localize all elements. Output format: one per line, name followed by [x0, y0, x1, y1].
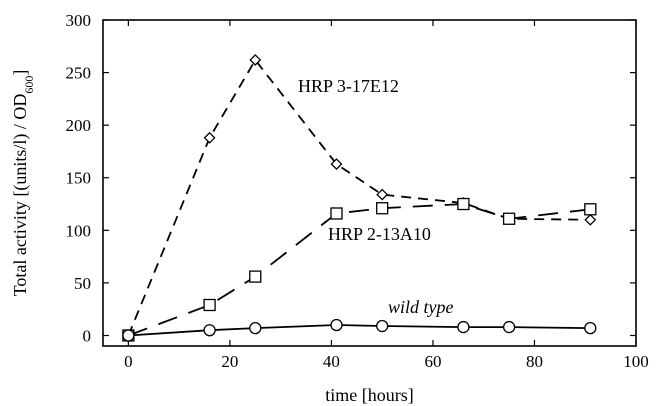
- y-tick-label: 150: [66, 169, 92, 188]
- x-tick-label: 0: [124, 352, 133, 371]
- series-line-0: [127, 58, 591, 336]
- data-point-square: [203, 298, 216, 312]
- series-layer: [122, 54, 597, 342]
- y-axis-title-main: Total activity [(units/l) / OD: [10, 94, 31, 297]
- y-tick-label: 250: [66, 64, 92, 83]
- data-point-circle: [203, 324, 216, 337]
- series-label-hrp-3-17e12: HRP 3-17E12: [298, 76, 399, 96]
- x-tick-label: 20: [221, 352, 238, 371]
- data-point-diamond: [584, 213, 597, 226]
- x-tick-label: 100: [623, 352, 649, 371]
- data-point-diamond: [330, 158, 343, 170]
- data-point-square: [376, 202, 389, 215]
- y-tick-label: 200: [66, 116, 92, 135]
- x-tick-label: 40: [323, 352, 340, 371]
- data-point-circle: [457, 320, 470, 334]
- data-point-diamond: [376, 188, 389, 201]
- data-point-circle: [376, 319, 389, 333]
- y-tick-label: 0: [83, 326, 92, 345]
- data-point-square: [584, 203, 597, 216]
- series-line-1: [128, 203, 591, 337]
- y-axis-title: Total activity [(units/l) / OD600]: [10, 70, 36, 297]
- data-point-circle: [249, 321, 262, 335]
- data-point-circle: [502, 320, 516, 334]
- series-line-2: [128, 324, 591, 337]
- data-point-circle: [122, 329, 135, 342]
- plot-frame: [102, 19, 637, 347]
- axis-ticks: 0 20 40 60 80 100 0 50 100 150 200 250 300: [66, 11, 649, 371]
- data-point-square: [249, 270, 262, 283]
- series-label-wild-type: wild type: [388, 297, 454, 317]
- x-tick-label: 60: [424, 352, 441, 371]
- y-tick-label: 300: [66, 11, 92, 30]
- y-tick-label: 50: [74, 274, 91, 293]
- series-label-hrp-2-13a10: HRP 2-13A10: [328, 224, 431, 244]
- data-point-circle: [584, 321, 597, 335]
- x-axis-title: time [hours]: [325, 385, 413, 405]
- y-axis-title-subscript: 600: [22, 76, 36, 94]
- data-point-diamond: [249, 54, 262, 66]
- data-point-circle: [330, 318, 343, 332]
- data-point-diamond: [203, 131, 216, 144]
- data-point-square: [457, 197, 470, 211]
- data-point-square: [502, 212, 516, 225]
- y-tick-label: 100: [66, 221, 92, 240]
- data-point-square: [330, 207, 343, 220]
- y-axis-title-close: ]: [10, 70, 30, 76]
- x-tick-label: 80: [526, 352, 543, 371]
